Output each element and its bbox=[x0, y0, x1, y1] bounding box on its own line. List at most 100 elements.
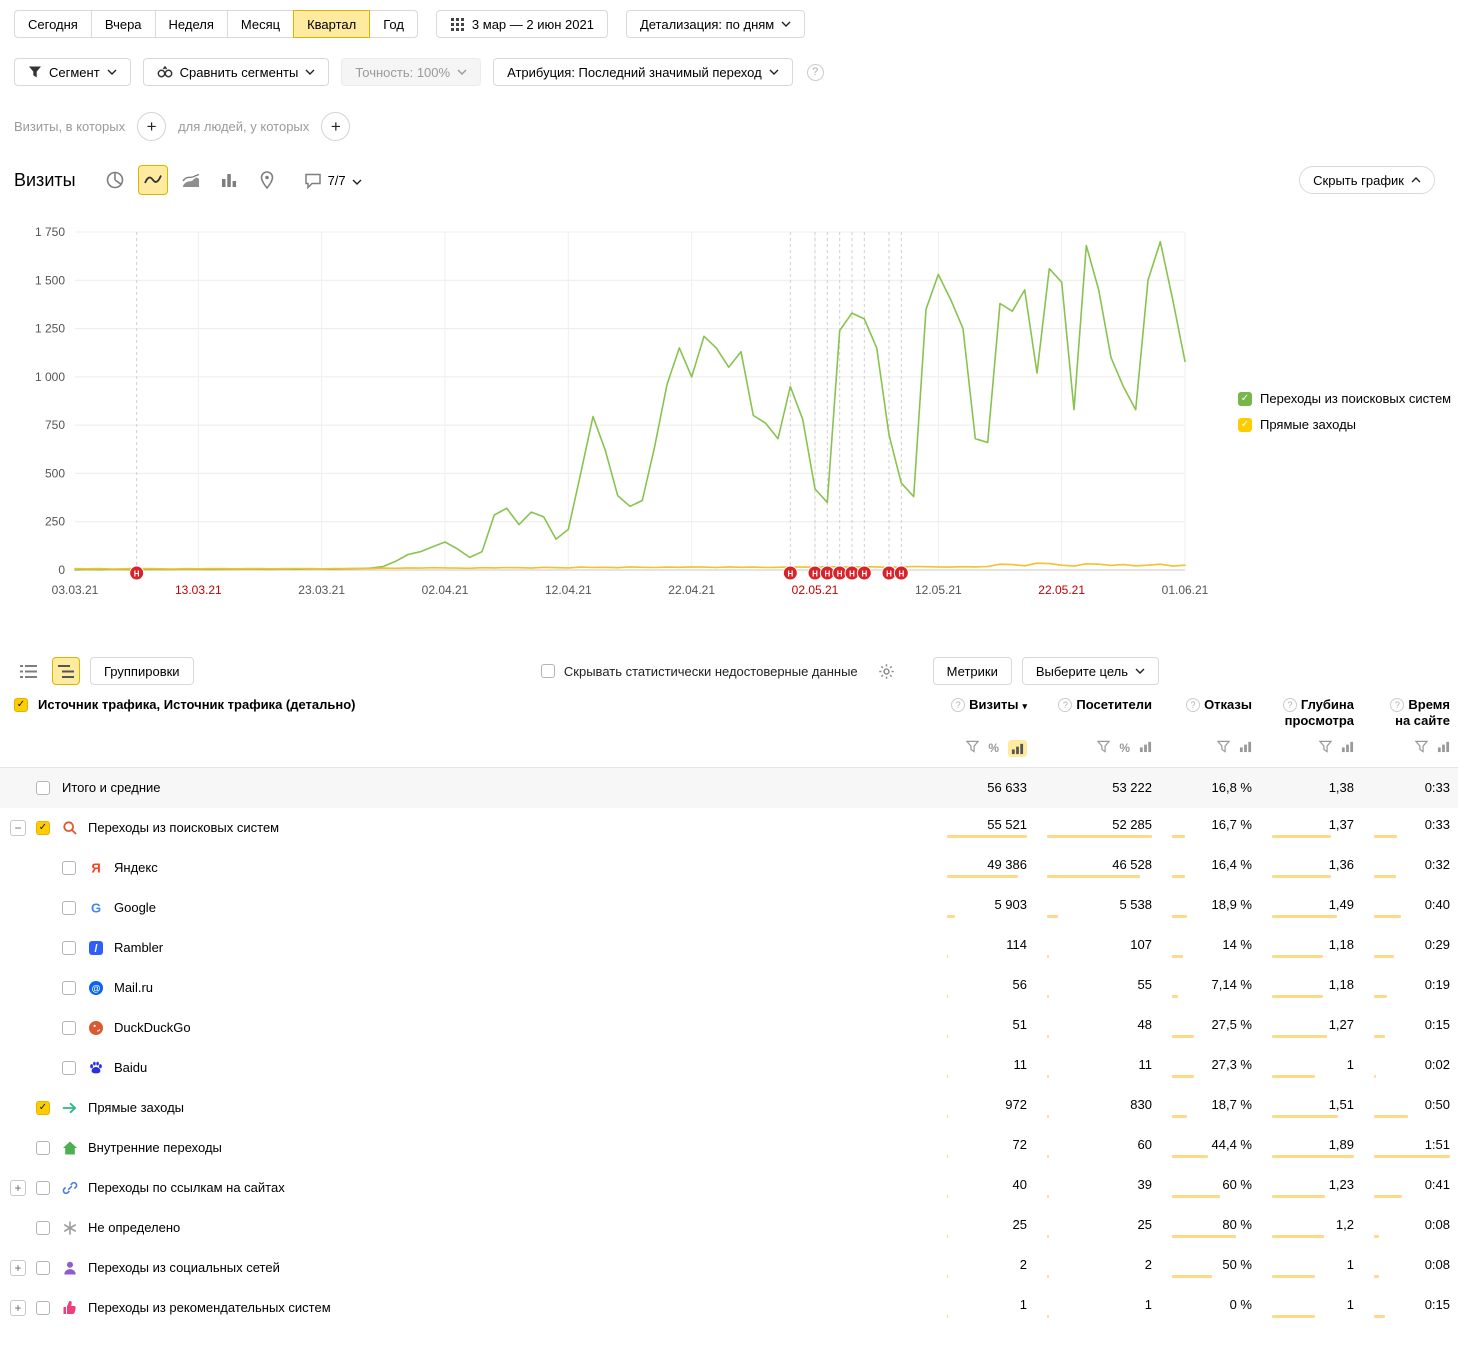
row-checkbox[interactable] bbox=[62, 900, 76, 915]
table-row[interactable]: Baidu 11 11 27,3 % 1 0:02 bbox=[0, 1048, 1458, 1088]
row-label[interactable]: Переходы из рекомендательных систем bbox=[88, 1300, 331, 1315]
precision-dropdown[interactable]: Точность: 100% bbox=[341, 58, 482, 86]
table-row[interactable]: Не определено 25 25 80 % 1,2 0:08 bbox=[0, 1208, 1458, 1248]
column-header-bounces[interactable]: ? Отказы bbox=[1160, 697, 1260, 713]
legend-item-direct[interactable]: Прямые заходы bbox=[1238, 417, 1451, 432]
attribution-dropdown[interactable]: Атрибуция: Последний значимый переход bbox=[493, 58, 793, 86]
histogram-icon[interactable] bbox=[1437, 740, 1450, 756]
table-row[interactable]: + Переходы по ссылкам на сайтах 40 39 60… bbox=[0, 1168, 1458, 1208]
hide-unreliable-checkbox[interactable] bbox=[540, 664, 555, 678]
row-label[interactable]: Google bbox=[114, 900, 156, 915]
gear-icon[interactable] bbox=[878, 663, 895, 680]
legend-checkbox-direct[interactable] bbox=[1238, 417, 1252, 432]
row-label[interactable]: Переходы по ссылкам на сайтах bbox=[88, 1180, 285, 1195]
filter-icon[interactable] bbox=[1414, 740, 1429, 756]
row-label[interactable]: Переходы из социальных сетей bbox=[88, 1260, 280, 1275]
filter-icon[interactable] bbox=[1096, 740, 1111, 756]
row-checkbox[interactable] bbox=[62, 980, 76, 995]
pie-chart-icon[interactable] bbox=[100, 165, 130, 195]
row-checkbox[interactable] bbox=[36, 1300, 50, 1315]
legend-checkbox-search[interactable] bbox=[1238, 391, 1252, 406]
tree-view-icon[interactable] bbox=[52, 657, 80, 685]
table-row[interactable]: + Переходы из социальных сетей 2 2 50 % … bbox=[0, 1248, 1458, 1288]
histogram-icon[interactable] bbox=[1008, 739, 1027, 757]
row-checkbox[interactable] bbox=[36, 1180, 50, 1195]
segment-dropdown[interactable]: Сегмент bbox=[14, 58, 131, 86]
row-label[interactable]: Mail.ru bbox=[114, 980, 154, 995]
detalization-dropdown[interactable]: Детализация: по дням bbox=[625, 10, 806, 38]
period-button-quarter[interactable]: Квартал bbox=[293, 10, 371, 38]
help-icon[interactable]: ? bbox=[806, 63, 824, 81]
period-button-yesterday[interactable]: Вчера bbox=[90, 10, 156, 38]
line-chart-canvas[interactable]: 0 250 500 750 1 000 1 250 1 500 1 750 03.03.21 13… bbox=[0, 199, 1465, 603]
row-label[interactable]: DuckDuckGo bbox=[114, 1020, 191, 1035]
compare-segments-dropdown[interactable]: Сравнить сегменты bbox=[142, 58, 330, 86]
table-row[interactable]: / Rambler 114 107 14 % 1,18 0:29 bbox=[0, 928, 1458, 968]
table-row[interactable]: − Переходы из поисковых систем 55 521 52… bbox=[0, 808, 1458, 848]
row-checkbox[interactable] bbox=[36, 780, 50, 795]
period-button-week[interactable]: Неделя bbox=[154, 10, 228, 38]
filter-icon[interactable] bbox=[965, 740, 980, 756]
row-checkbox[interactable] bbox=[36, 1100, 50, 1115]
percent-icon[interactable]: % bbox=[1119, 741, 1130, 755]
table-row[interactable]: Внутренние переходы 72 60 44,4 % 1,89 1:… bbox=[0, 1128, 1458, 1168]
map-pin-icon[interactable] bbox=[252, 165, 282, 195]
metrics-button[interactable]: Метрики bbox=[932, 657, 1012, 685]
question-icon[interactable]: ? bbox=[1058, 698, 1073, 712]
expander-toggle[interactable]: − bbox=[10, 819, 26, 836]
period-button-today[interactable]: Сегодня bbox=[14, 10, 92, 38]
expander-toggle[interactable]: + bbox=[10, 1299, 26, 1316]
add-visit-condition-button[interactable]: + bbox=[137, 112, 167, 141]
legend-item-search-engines[interactable]: Переходы из поисковых систем bbox=[1238, 391, 1451, 406]
date-range-button[interactable]: 3 мар — 2 июн 2021 bbox=[435, 10, 608, 38]
row-label[interactable]: Не определено bbox=[88, 1220, 181, 1235]
row-label[interactable]: Переходы из поисковых систем bbox=[88, 820, 280, 835]
row-checkbox[interactable] bbox=[62, 1060, 76, 1075]
percent-icon[interactable]: % bbox=[988, 741, 999, 755]
line-chart-icon[interactable] bbox=[137, 165, 168, 195]
select-all-checkbox[interactable] bbox=[14, 697, 28, 712]
column-header-depth[interactable]: ? Глубина просмотра bbox=[1282, 697, 1354, 729]
expander-toggle[interactable]: + bbox=[10, 1179, 26, 1196]
row-label[interactable]: Baidu bbox=[114, 1060, 148, 1075]
histogram-icon[interactable] bbox=[1341, 740, 1354, 756]
row-label[interactable]: Rambler bbox=[114, 940, 164, 955]
row-checkbox[interactable] bbox=[36, 1220, 50, 1235]
question-icon[interactable]: ? bbox=[951, 698, 966, 712]
table-row[interactable]: Прямые заходы 972 830 18,7 % 1,51 0:50 bbox=[0, 1088, 1458, 1128]
row-label[interactable]: Яндекс bbox=[114, 860, 158, 875]
question-icon[interactable]: ? bbox=[1282, 698, 1297, 712]
table-row[interactable]: @ Mail.ru 56 55 7,14 % 1,18 0:19 bbox=[0, 968, 1458, 1008]
row-checkbox[interactable] bbox=[62, 1020, 76, 1035]
row-label[interactable]: Итого и средние bbox=[62, 780, 161, 795]
column-header-visitors[interactable]: ? Посетители bbox=[1035, 697, 1160, 713]
choose-goal-dropdown[interactable]: Выберите цель bbox=[1021, 657, 1159, 685]
row-label[interactable]: Прямые заходы bbox=[88, 1100, 185, 1115]
table-row[interactable]: + Переходы из рекомендательных систем 1 … bbox=[0, 1288, 1458, 1328]
table-row[interactable]: G Google 5 903 5 538 18,9 % 1,49 0:40 bbox=[0, 888, 1458, 928]
bar-chart-icon[interactable] bbox=[214, 165, 244, 195]
column-header-time[interactable]: ? Время на сайте bbox=[1362, 697, 1458, 730]
comments-dropdown[interactable]: 7/7 bbox=[298, 171, 368, 190]
row-checkbox[interactable] bbox=[62, 860, 76, 875]
row-checkbox[interactable] bbox=[62, 940, 76, 955]
table-row[interactable]: Итого и средние 56 633 53 222 16,8 % 1,3… bbox=[0, 767, 1458, 808]
groupings-button[interactable]: Группировки bbox=[90, 657, 194, 685]
question-icon[interactable]: ? bbox=[1186, 698, 1201, 712]
dimension-header[interactable]: Источник трафика, Источник трафика (дета… bbox=[38, 697, 356, 712]
table-row[interactable]: DuckDuckGo 51 48 27,5 % 1,27 0:15 bbox=[0, 1008, 1458, 1048]
histogram-icon[interactable] bbox=[1239, 740, 1252, 756]
row-checkbox[interactable] bbox=[36, 1140, 50, 1155]
area-chart-icon[interactable] bbox=[176, 165, 206, 195]
row-label[interactable]: Внутренние переходы bbox=[88, 1140, 222, 1155]
question-icon[interactable]: ? bbox=[1390, 698, 1405, 712]
period-button-month[interactable]: Месяц bbox=[226, 10, 295, 38]
filter-icon[interactable] bbox=[1216, 740, 1231, 756]
row-checkbox[interactable] bbox=[36, 1260, 50, 1275]
expander-toggle[interactable]: + bbox=[10, 1259, 26, 1276]
period-button-year[interactable]: Год bbox=[369, 10, 418, 38]
filter-icon[interactable] bbox=[1318, 740, 1333, 756]
list-view-icon[interactable] bbox=[14, 657, 42, 685]
add-people-condition-button[interactable]: + bbox=[321, 112, 351, 141]
table-row[interactable]: Я Яндекс 49 386 46 528 16,4 % 1,36 0:32 bbox=[0, 848, 1458, 888]
